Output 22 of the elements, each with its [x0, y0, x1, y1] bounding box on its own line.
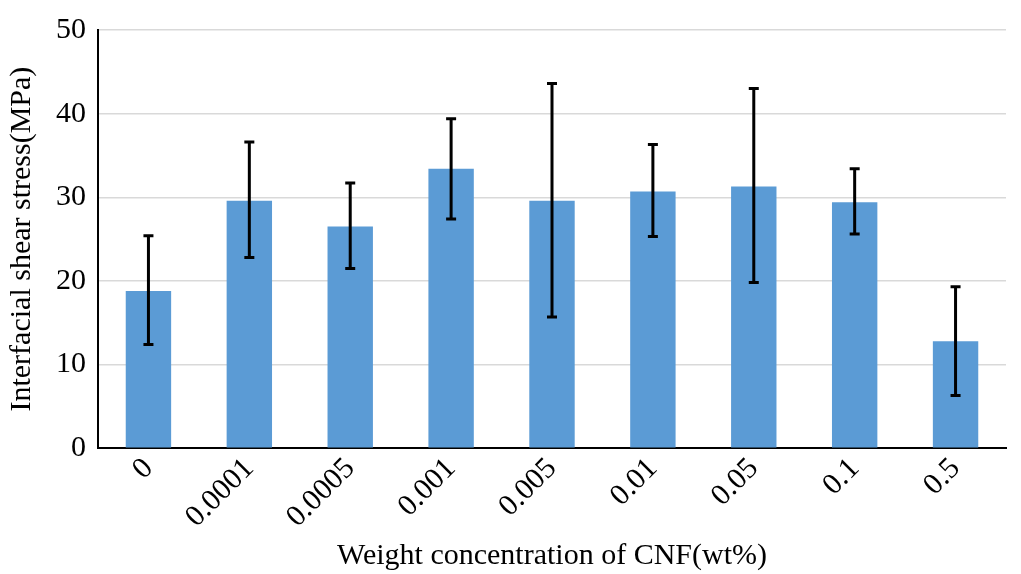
y-tick-label: 40	[56, 94, 86, 128]
x-axis-title: Weight concentration of CNF(wt%)	[337, 536, 767, 571]
bar	[731, 186, 777, 448]
y-axis-title: Interfacial shear stress(MPa)	[2, 66, 37, 412]
x-tick-label: 0.05	[703, 450, 764, 511]
x-tick-label: 0.5	[915, 450, 966, 501]
y-tick-label: 50	[56, 10, 86, 44]
bar	[428, 168, 474, 448]
bar	[630, 191, 676, 448]
y-tick-label: 20	[56, 261, 86, 295]
bar	[125, 290, 172, 448]
y-tick-label: 0	[71, 429, 86, 463]
bar	[327, 226, 373, 448]
x-tick-label: 0.1	[814, 450, 865, 501]
bar	[831, 202, 878, 448]
y-tick-label: 30	[56, 178, 86, 212]
y-tick-label: 10	[56, 345, 86, 379]
bar	[529, 200, 575, 448]
bar	[226, 200, 273, 448]
x-tick-label: 0	[124, 450, 159, 485]
x-tick-label: 0.01	[602, 450, 663, 511]
bar	[932, 341, 979, 448]
